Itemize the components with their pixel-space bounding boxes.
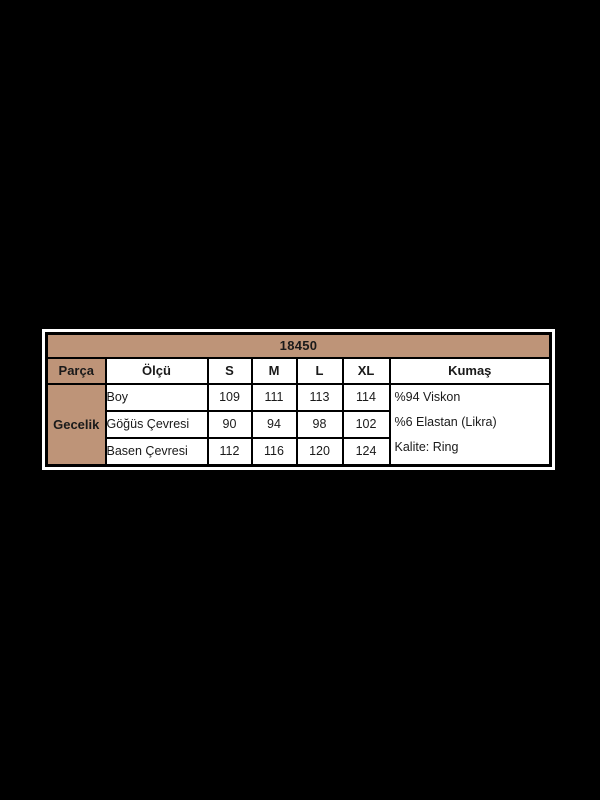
measure-label-cell: Boy [104,382,209,412]
table-row-boy: Gecelik Boy 109 111 113 114 %94 Viskon %… [45,382,552,467]
value-cell: 90 [206,409,253,439]
fabric-info-cell: %94 Viskon %6 Elastan (Likra) Kalite: Ri… [388,382,552,467]
value-cell: 94 [250,409,298,439]
fabric-line-viskon: %94 Viskon [394,390,461,405]
value-cell: 112 [206,436,253,467]
measure-label-cell: Göğüs Çevresi [104,409,209,439]
col-header-part: Parça [45,356,107,385]
col-header-size-m: M [250,356,298,385]
size-chart-card: 18450 Parça Ölçü S M L XL Kumaş Gecelik … [42,329,555,470]
size-chart-table: 18450 Parça Ölçü S M L XL Kumaş Gecelik … [45,332,552,467]
value-cell: 116 [250,436,298,467]
table-row-gogus: Göğüs Çevresi 90 94 98 102 [47,409,551,439]
value-cell: 120 [295,436,344,467]
product-code: 18450 [45,332,552,359]
col-header-size-s: S [206,356,253,385]
part-name-cell: Gecelik [45,382,107,467]
col-header-size-xl: XL [341,356,391,385]
value-cell: 98 [295,409,344,439]
col-header-size-l: L [295,356,344,385]
value-cell: 111 [250,382,298,412]
col-header-measure: Ölçü [104,356,209,385]
value-cell: 114 [341,382,391,412]
fabric-line-kalite: Kalite: Ring [394,440,459,455]
value-cell: 124 [341,436,391,467]
measure-label-cell: Basen Çevresi [104,436,209,467]
col-header-fabric: Kumaş [388,356,552,385]
table-row-basen: Basen Çevresi 112 116 120 124 [47,436,551,467]
title-row: 18450 [45,332,552,359]
header-row: Parça Ölçü S M L XL Kumaş [45,356,552,385]
value-cell: 109 [206,382,253,412]
value-cell: 113 [295,382,344,412]
fabric-line-elastan: %6 Elastan (Likra) [394,415,497,430]
value-cell: 102 [341,409,391,439]
